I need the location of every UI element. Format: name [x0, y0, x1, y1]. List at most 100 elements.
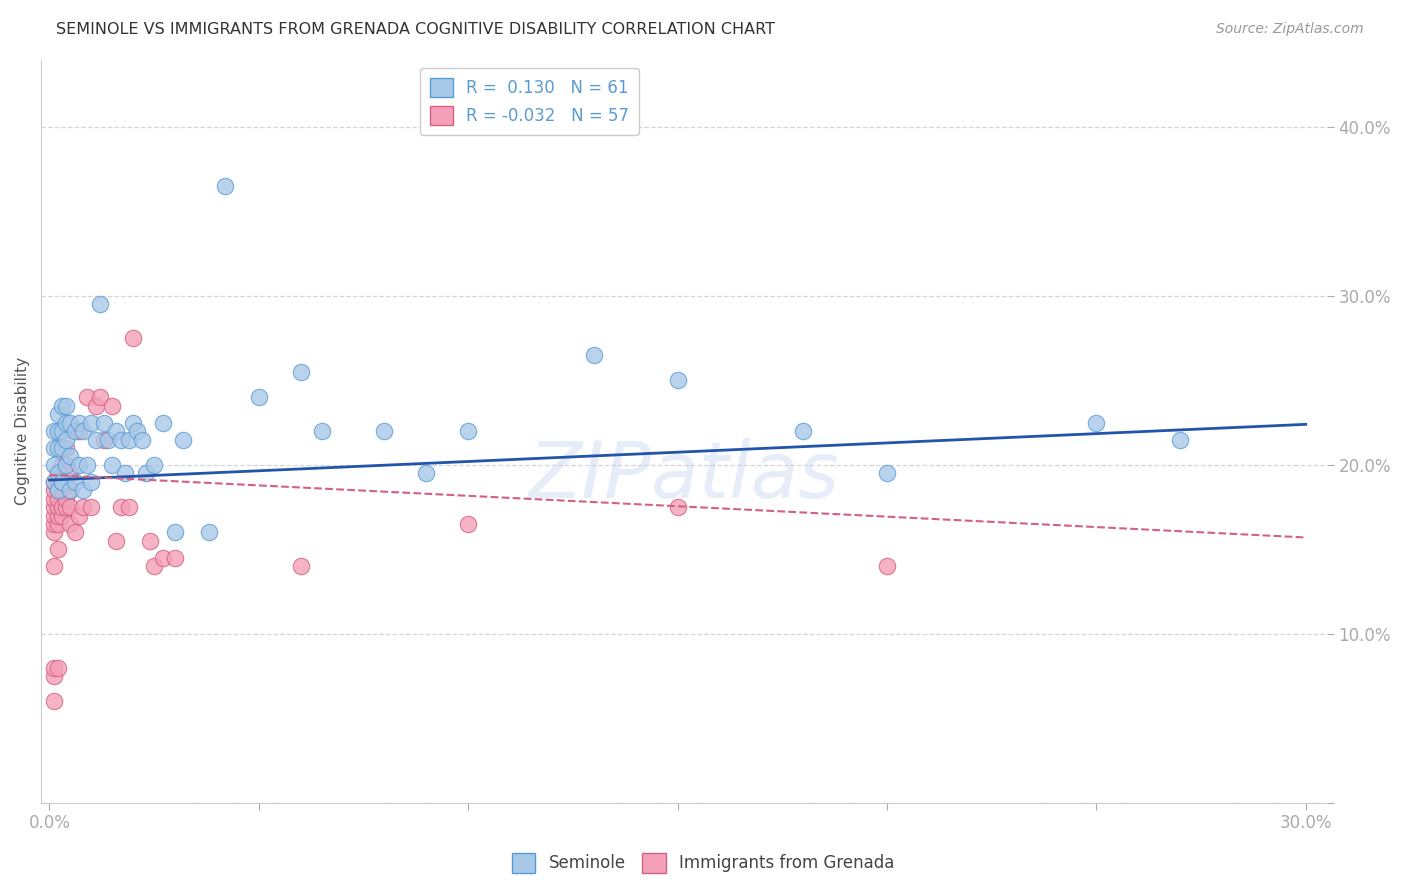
Point — [165, 525, 187, 540]
Point — [42, 475, 65, 489]
Point — [152, 416, 174, 430]
Point — [457, 516, 479, 531]
Point — [214, 179, 236, 194]
Point — [51, 508, 73, 523]
Point — [55, 433, 77, 447]
Point — [59, 467, 82, 481]
Point — [101, 399, 124, 413]
Point — [72, 500, 94, 514]
Point — [55, 399, 77, 413]
Point — [42, 525, 65, 540]
Point — [72, 424, 94, 438]
Point — [42, 669, 65, 683]
Point — [118, 433, 141, 447]
Point — [55, 441, 77, 455]
Point — [46, 500, 69, 514]
Point — [165, 550, 187, 565]
Point — [80, 500, 103, 514]
Point — [67, 458, 90, 472]
Point — [51, 475, 73, 489]
Point — [114, 467, 136, 481]
Point — [55, 458, 77, 472]
Point — [72, 483, 94, 498]
Point — [110, 500, 132, 514]
Point — [143, 458, 166, 472]
Point — [51, 475, 73, 489]
Point — [876, 559, 898, 574]
Point — [290, 559, 312, 574]
Point — [63, 424, 86, 438]
Point — [93, 433, 115, 447]
Point — [51, 399, 73, 413]
Point — [46, 516, 69, 531]
Point — [792, 424, 814, 438]
Point — [80, 475, 103, 489]
Point — [46, 508, 69, 523]
Point — [51, 458, 73, 472]
Point — [46, 407, 69, 421]
Point — [59, 516, 82, 531]
Point — [42, 694, 65, 708]
Point — [415, 467, 437, 481]
Point — [876, 467, 898, 481]
Point — [59, 483, 82, 498]
Point — [93, 416, 115, 430]
Point — [55, 416, 77, 430]
Point — [63, 424, 86, 438]
Point — [55, 458, 77, 472]
Point — [118, 500, 141, 514]
Point — [143, 559, 166, 574]
Point — [152, 550, 174, 565]
Point — [247, 390, 270, 404]
Point — [67, 424, 90, 438]
Point — [101, 458, 124, 472]
Point — [46, 475, 69, 489]
Point — [42, 475, 65, 489]
Point — [97, 433, 120, 447]
Point — [105, 533, 128, 548]
Point — [42, 508, 65, 523]
Point — [46, 467, 69, 481]
Point — [42, 483, 65, 498]
Point — [127, 424, 149, 438]
Text: Source: ZipAtlas.com: Source: ZipAtlas.com — [1216, 22, 1364, 37]
Point — [67, 508, 90, 523]
Legend: Seminole, Immigrants from Grenada: Seminole, Immigrants from Grenada — [505, 847, 901, 880]
Point — [42, 660, 65, 674]
Point — [666, 500, 689, 514]
Point — [63, 475, 86, 489]
Point — [59, 500, 82, 514]
Point — [42, 559, 65, 574]
Point — [89, 297, 111, 311]
Point — [42, 516, 65, 531]
Point — [46, 467, 69, 481]
Point — [197, 525, 219, 540]
Point — [51, 483, 73, 498]
Y-axis label: Cognitive Disability: Cognitive Disability — [15, 357, 30, 505]
Point — [110, 433, 132, 447]
Point — [122, 331, 145, 345]
Legend: R =  0.130   N = 61, R = -0.032   N = 57: R = 0.130 N = 61, R = -0.032 N = 57 — [420, 68, 640, 135]
Point — [59, 450, 82, 464]
Point — [1085, 416, 1108, 430]
Point — [63, 525, 86, 540]
Text: SEMINOLE VS IMMIGRANTS FROM GRENADA COGNITIVE DISABILITY CORRELATION CHART: SEMINOLE VS IMMIGRANTS FROM GRENADA COGN… — [56, 22, 775, 37]
Point — [42, 491, 65, 506]
Point — [84, 433, 107, 447]
Point — [59, 483, 82, 498]
Point — [311, 424, 333, 438]
Point — [59, 416, 82, 430]
Point — [173, 433, 195, 447]
Point — [42, 458, 65, 472]
Point — [55, 500, 77, 514]
Point — [84, 399, 107, 413]
Point — [55, 475, 77, 489]
Point — [139, 533, 162, 548]
Point — [80, 416, 103, 430]
Point — [51, 475, 73, 489]
Point — [46, 483, 69, 498]
Point — [42, 500, 65, 514]
Point — [1168, 433, 1191, 447]
Point — [122, 416, 145, 430]
Point — [46, 483, 69, 498]
